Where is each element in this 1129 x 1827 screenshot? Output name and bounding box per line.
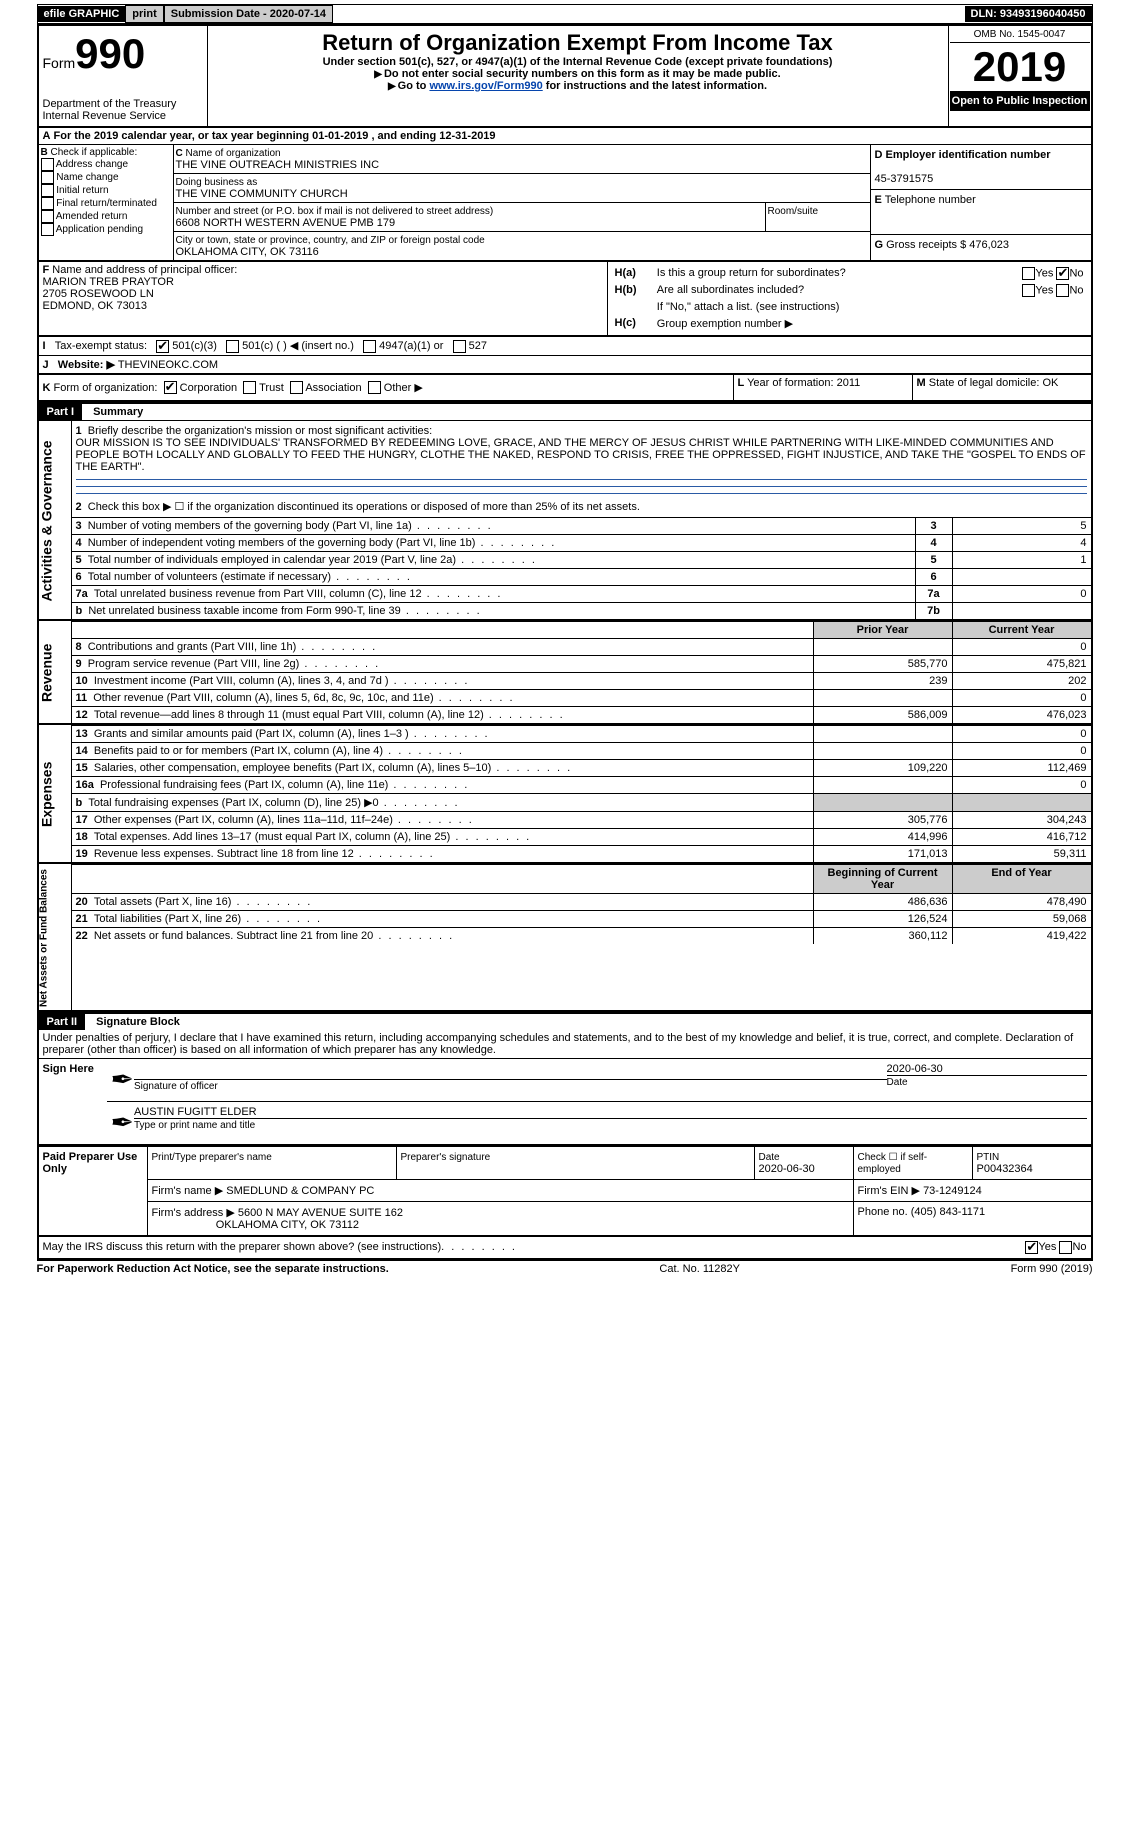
- sign-here-label: Sign Here: [38, 1059, 107, 1146]
- irs-discuss-yes: [1025, 1241, 1038, 1254]
- firm-ein: 73-1249124: [923, 1185, 982, 1197]
- gov-val: 4: [952, 535, 1091, 552]
- ein-value: 45-3791575: [875, 173, 934, 185]
- gov-val: 1: [952, 552, 1091, 569]
- print-button[interactable]: print: [125, 5, 163, 23]
- top-bar: efile GRAPHIC print Submission Date - 20…: [37, 4, 1093, 24]
- note-ssn: Do not enter social security numbers on …: [384, 68, 781, 80]
- website: THEVINEOKC.COM: [118, 359, 218, 371]
- ptin: P00432364: [977, 1163, 1033, 1175]
- paid-preparer-label: Paid Preparer Use Only: [38, 1147, 148, 1237]
- ein-label: Employer identification number: [886, 149, 1051, 161]
- side-expenses: Expenses: [38, 725, 72, 863]
- gov-val: [952, 603, 1091, 620]
- box-b-label: Check if applicable:: [51, 147, 138, 158]
- perjury-declaration: Under penalties of perjury, I declare th…: [37, 1030, 1093, 1058]
- org-info-block: B Check if applicable: Address change Na…: [37, 144, 1093, 262]
- dept-label: Department of the Treasury: [43, 98, 203, 110]
- form-subtitle: Under section 501(c), 527, or 4947(a)(1)…: [212, 56, 944, 68]
- officer-name: MARION TREB PRAYTOR: [43, 276, 174, 288]
- state-domicile: OK: [1042, 377, 1058, 389]
- 501c3-checked: [156, 340, 169, 353]
- tax-period: A For the 2019 calendar year, or tax yea…: [37, 128, 1093, 144]
- firm-name: SMEDLUND & COMPANY PC: [226, 1185, 374, 1197]
- side-governance: Activities & Governance: [38, 421, 72, 621]
- side-revenue: Revenue: [38, 621, 72, 724]
- year-formation: 2011: [837, 377, 861, 389]
- page-footer: For Paperwork Reduction Act Notice, see …: [37, 1260, 1093, 1275]
- tax-year: 2019: [950, 43, 1090, 91]
- gov-val: [952, 569, 1091, 586]
- open-public-label: Open to Public Inspection: [950, 91, 1090, 111]
- omb-label: OMB No. 1545-0047: [950, 27, 1090, 43]
- efile-label: efile GRAPHIC: [38, 6, 126, 22]
- officer-group-block: F Name and address of principal officer:…: [37, 262, 1093, 337]
- irs-link[interactable]: www.irs.gov/Form990: [429, 80, 542, 92]
- room-suite-label: Room/suite: [768, 206, 819, 217]
- officer-typed-name: AUSTIN FUGITT ELDER: [134, 1106, 1087, 1119]
- firm-phone: (405) 843-1171: [911, 1206, 985, 1218]
- dba-name: THE VINE COMMUNITY CHURCH: [176, 188, 348, 200]
- part-1-header: Part I: [39, 404, 83, 420]
- dln-label: DLN: 93493196040450: [965, 6, 1092, 22]
- form-title: Return of Organization Exempt From Incom…: [212, 30, 944, 56]
- group-return-no: [1056, 267, 1069, 280]
- sig-date: 2020-06-30: [887, 1063, 1087, 1076]
- gov-val: 0: [952, 586, 1091, 603]
- org-name: THE VINE OUTREACH MINISTRIES INC: [176, 159, 380, 171]
- part-2-header: Part II: [39, 1014, 86, 1030]
- submission-date: Submission Date - 2020-07-14: [164, 5, 333, 23]
- form-990-label: Form990: [43, 30, 203, 78]
- street-address: 6608 NORTH WESTERN AVENUE PMB 179: [176, 217, 396, 229]
- gov-val: 5: [952, 518, 1091, 535]
- header-block: Form990 Department of the Treasury Inter…: [37, 24, 1093, 128]
- corporation-checked: [164, 381, 177, 394]
- side-net-assets: Net Assets or Fund Balances: [38, 864, 72, 1011]
- phone-label: Telephone number: [885, 194, 976, 206]
- mission-text: OUR MISSION IS TO SEE INDIVIDUALS' TRANS…: [76, 437, 1086, 473]
- city-state-zip: OKLAHOMA CITY, OK 73116: [176, 246, 319, 258]
- gross-receipts: 476,023: [969, 239, 1009, 251]
- irs-label: Internal Revenue Service: [43, 110, 203, 122]
